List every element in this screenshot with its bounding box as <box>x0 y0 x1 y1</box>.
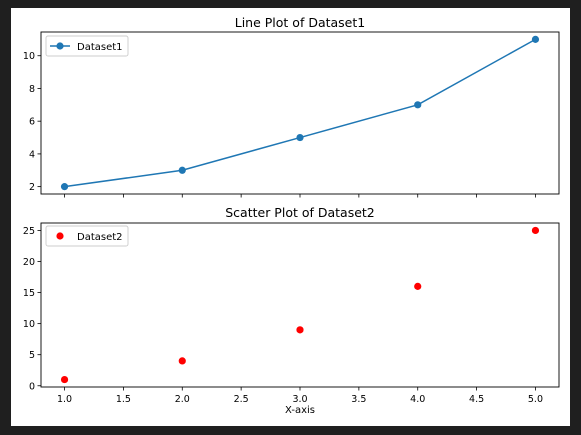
figure-background <box>11 8 570 426</box>
line-chart-y-ticks: 2 4 6 8 10 <box>23 51 41 193</box>
data-point-dataset2 <box>60 375 69 384</box>
data-point-dataset1 <box>531 35 540 43</box>
scatter-chart-series <box>60 226 540 384</box>
y-tick-label: 10 <box>23 51 35 62</box>
y-tick-label: 8 <box>29 84 35 95</box>
data-point-dataset2 <box>296 326 304 334</box>
y-tick-label: 25 <box>23 226 35 237</box>
line-chart-x-ticks <box>64 194 536 198</box>
data-point-dataset2 <box>178 357 186 365</box>
x-tick-label: 5.0 <box>528 394 543 405</box>
legend-marker-dataset1 <box>56 42 64 50</box>
line-chart: Line Plot of Dataset1 2 4 6 8 10 Dataset1 <box>23 15 560 198</box>
x-tick-label: 4.0 <box>410 394 425 405</box>
scatter-chart-legend-box <box>45 225 129 247</box>
data-point-dataset2 <box>531 226 540 235</box>
data-point-dataset1 <box>178 166 186 174</box>
scatter-chart-y-ticks: 0 5 10 15 20 25 <box>23 226 41 392</box>
x-tick-label: 1.5 <box>116 394 131 405</box>
data-point-dataset1 <box>414 101 422 109</box>
legend-marker-dataset2 <box>56 232 64 240</box>
legend-label-dataset1: Dataset1 <box>77 42 123 53</box>
y-tick-label: 20 <box>23 257 35 268</box>
line-chart-title: Line Plot of Dataset1 <box>235 15 365 30</box>
x-tick-label: 3.5 <box>351 394 366 405</box>
data-point-dataset1 <box>296 133 304 142</box>
y-tick-label: 5 <box>29 350 35 361</box>
legend-label-dataset2: Dataset2 <box>77 232 123 243</box>
scatter-chart-x-ticks: 1.0 1.5 2.0 2.5 3.0 3.5 4.0 4.5 5.0 <box>57 387 543 405</box>
scatter-chart-x-label: X-axis <box>285 405 315 416</box>
x-tick-label: 2.0 <box>175 394 190 405</box>
data-point-dataset2 <box>414 282 422 290</box>
line-chart-series <box>60 35 540 191</box>
data-point-dataset1 <box>60 183 69 191</box>
y-tick-label: 0 <box>29 381 35 392</box>
line-chart-legend-box <box>45 35 129 57</box>
line-chart-legend: Dataset1 <box>45 35 129 57</box>
x-tick-label: 3.0 <box>292 394 307 405</box>
scatter-chart-title: Scatter Plot of Dataset2 <box>225 205 375 220</box>
y-tick-label: 2 <box>29 182 35 193</box>
x-tick-label: 1.0 <box>57 394 72 405</box>
y-tick-label: 6 <box>29 117 35 128</box>
scatter-chart-legend: Dataset2 <box>45 225 129 247</box>
y-tick-label: 15 <box>23 288 35 299</box>
line-chart-axes-frame <box>40 31 560 195</box>
scatter-chart-axes-frame <box>40 222 560 388</box>
x-tick-label: 2.5 <box>234 394 249 405</box>
y-tick-label: 4 <box>29 149 35 160</box>
y-tick-label: 10 <box>23 319 35 330</box>
x-tick-label: 4.5 <box>469 394 484 405</box>
